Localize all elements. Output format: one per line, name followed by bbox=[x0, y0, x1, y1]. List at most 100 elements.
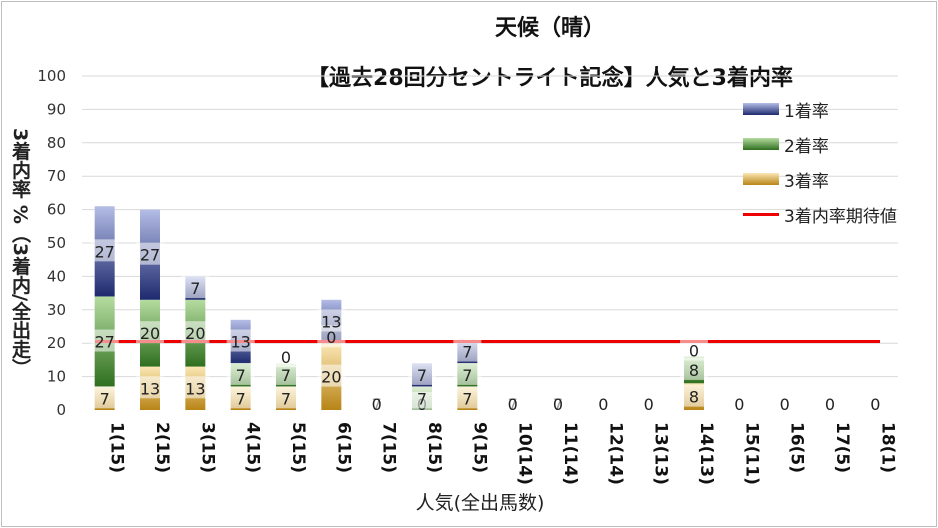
data-label-backdrop bbox=[634, 392, 663, 414]
legend-item-first: 1着率 bbox=[743, 95, 933, 130]
chart-title: 天候（晴） bbox=[494, 16, 605, 41]
y-tick-label: 10 bbox=[47, 368, 66, 386]
data-label-backdrop bbox=[90, 386, 119, 409]
data-label-backdrop bbox=[272, 362, 300, 385]
data-label: 13 bbox=[140, 379, 160, 398]
data-label: 0 bbox=[644, 395, 654, 414]
legend-swatch-second bbox=[743, 138, 779, 150]
data-label-backdrop bbox=[181, 276, 210, 299]
data-label-backdrop bbox=[453, 339, 482, 362]
data-label: 13 bbox=[230, 333, 250, 352]
data-label: 20 bbox=[140, 324, 160, 343]
data-label: 7 bbox=[190, 279, 200, 298]
legend-swatch-first bbox=[743, 103, 779, 115]
data-label-backdrop bbox=[544, 392, 572, 414]
legend-label-third: 3着率 bbox=[784, 172, 829, 192]
y-tick-label: 60 bbox=[47, 201, 66, 219]
data-label-backdrop bbox=[226, 329, 255, 352]
data-label-backdrop bbox=[680, 338, 708, 361]
data-label-backdrop bbox=[226, 386, 255, 409]
x-tick-label: 5(15) bbox=[288, 422, 308, 473]
data-label-backdrop bbox=[453, 386, 482, 409]
data-label: 7 bbox=[236, 389, 246, 408]
data-label: 0 bbox=[553, 395, 563, 414]
y-tick-label: 50 bbox=[47, 234, 66, 252]
legend-item-second: 2着率 bbox=[743, 130, 933, 165]
data-label: 20 bbox=[185, 324, 205, 343]
data-label-backdrop bbox=[453, 362, 482, 385]
x-tick-label: 13(13) bbox=[651, 422, 671, 485]
data-label-backdrop bbox=[861, 392, 890, 414]
data-label: 13 bbox=[321, 312, 341, 331]
data-label: 0 bbox=[372, 395, 382, 414]
data-label-backdrop bbox=[272, 386, 300, 409]
data-label: 7 bbox=[236, 366, 246, 385]
x-tick-label: 4(15) bbox=[243, 422, 263, 473]
data-label: 0 bbox=[825, 395, 835, 414]
data-label-backdrop bbox=[770, 392, 799, 414]
data-label: 0 bbox=[326, 328, 336, 347]
x-tick-label: 2(15) bbox=[152, 422, 172, 473]
data-label: 27 bbox=[94, 242, 114, 261]
legend-label-expected: 3着内率期待値 bbox=[784, 207, 897, 227]
data-label-backdrop bbox=[589, 392, 618, 414]
x-tick-label: 14(13) bbox=[696, 422, 716, 485]
x-tick-label: 10(14) bbox=[515, 422, 535, 485]
chart-subtitle: 【過去28回分セントライト記念】人気と3着内率 bbox=[307, 66, 793, 91]
x-tick-label: 12(14) bbox=[605, 422, 625, 485]
x-tick-label: 9(15) bbox=[469, 422, 489, 473]
y-tick-label: 30 bbox=[47, 301, 66, 319]
data-label-backdrop bbox=[498, 392, 527, 414]
data-label-backdrop bbox=[725, 392, 754, 414]
data-label: 0 bbox=[598, 395, 608, 414]
x-tick-label: 16(5) bbox=[787, 422, 807, 473]
data-label: 0 bbox=[508, 395, 518, 414]
data-label-backdrop bbox=[680, 357, 708, 380]
y-tick-label: 80 bbox=[47, 134, 66, 152]
data-label: 7 bbox=[281, 389, 291, 408]
data-label-backdrop bbox=[272, 345, 300, 368]
data-label: 27 bbox=[94, 333, 114, 352]
legend-label-second: 2着率 bbox=[784, 137, 829, 157]
x-tick-label: 1(15) bbox=[107, 422, 127, 473]
y-tick-label: 20 bbox=[47, 334, 66, 352]
legend-line-expected bbox=[743, 213, 779, 216]
legend-swatch-third bbox=[743, 173, 779, 185]
data-label-backdrop bbox=[181, 321, 210, 344]
legend-item-third: 3着率 bbox=[743, 165, 933, 200]
x-tick-label: 8(15) bbox=[424, 422, 444, 473]
data-label: 7 bbox=[100, 389, 110, 408]
y-tick-label: 40 bbox=[47, 267, 66, 285]
y-axis-label: 3着内率 %（3着内/全出走） bbox=[9, 128, 31, 378]
data-label-backdrop bbox=[362, 392, 391, 414]
x-tick-label: 3(15) bbox=[197, 422, 217, 473]
data-label: 0 bbox=[780, 395, 790, 414]
y-tick-label: 100 bbox=[37, 67, 66, 85]
data-label: 7 bbox=[462, 366, 472, 385]
data-label-backdrop bbox=[680, 384, 708, 407]
data-label: 8 bbox=[689, 361, 699, 380]
data-label-backdrop bbox=[226, 362, 255, 385]
data-label: 0 bbox=[281, 348, 291, 367]
y-tick-label: 0 bbox=[56, 401, 66, 419]
data-label-backdrop bbox=[408, 386, 436, 409]
x-tick-label: 6(15) bbox=[333, 422, 353, 473]
data-label: 7 bbox=[417, 389, 427, 408]
y-tick-label: 90 bbox=[47, 100, 66, 118]
data-label-backdrop bbox=[317, 364, 346, 387]
data-label: 0 bbox=[734, 395, 744, 414]
data-label-backdrop bbox=[136, 321, 164, 344]
x-tick-label: 15(11) bbox=[741, 422, 761, 485]
legend-label-first: 1着率 bbox=[784, 102, 829, 122]
data-label-backdrop bbox=[90, 239, 119, 262]
data-label-backdrop bbox=[181, 376, 210, 399]
data-label-backdrop bbox=[317, 309, 346, 332]
data-label: 8 bbox=[689, 388, 699, 407]
data-label-backdrop bbox=[136, 376, 164, 399]
x-axis-label: 人気(全出馬数) bbox=[415, 492, 545, 514]
x-tick-label: 7(15) bbox=[379, 422, 399, 473]
legend-item-expected: 3着内率期待値 bbox=[743, 200, 933, 235]
data-label: 27 bbox=[140, 246, 160, 265]
x-tick-label: 11(14) bbox=[560, 422, 580, 485]
data-label: 7 bbox=[281, 366, 291, 385]
